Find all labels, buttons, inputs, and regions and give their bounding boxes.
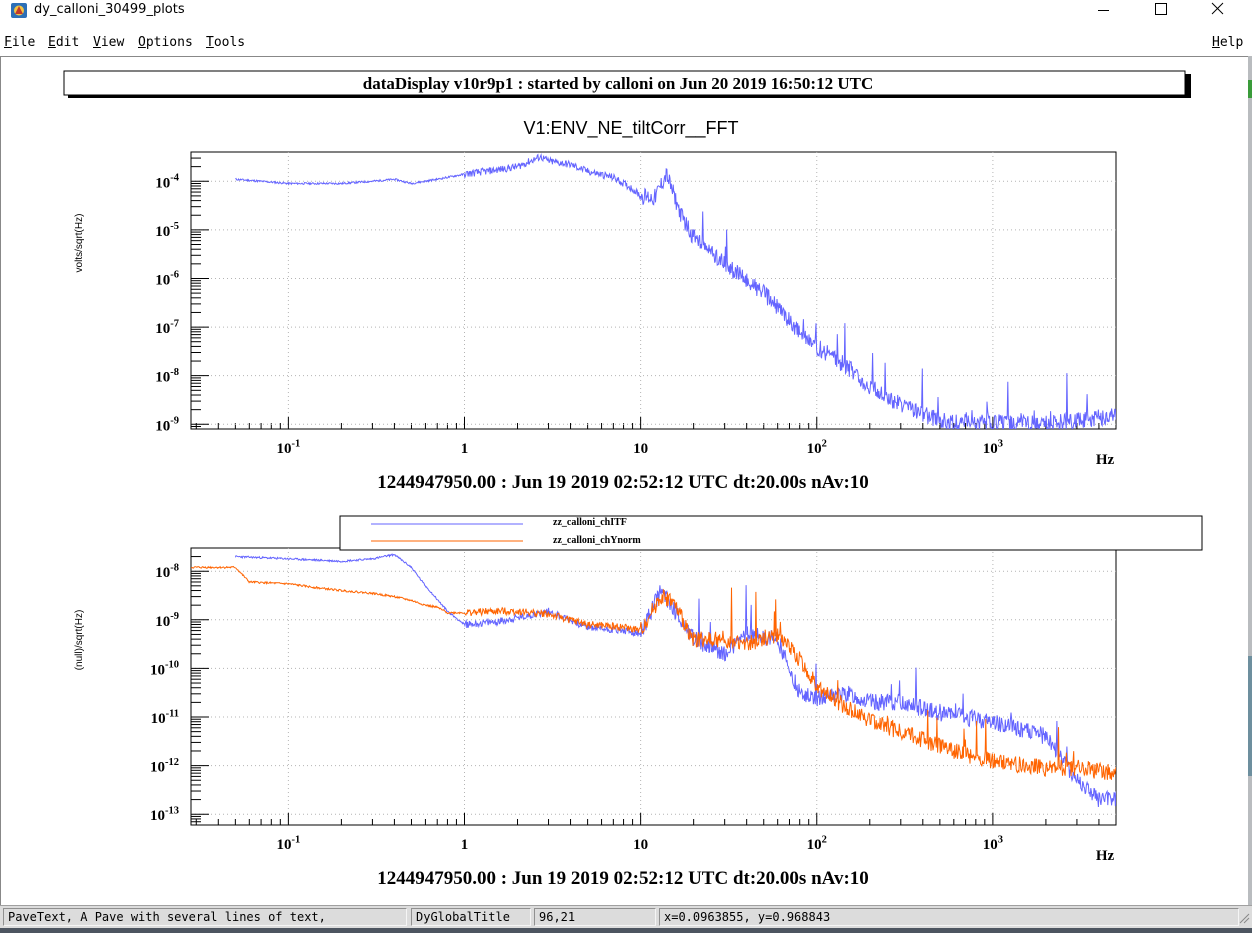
menu-edit[interactable]: Edit [48, 35, 80, 50]
status-object-info: PaveText, A Pave with several lines of t… [3, 908, 407, 926]
y-tick-label: 10-8 [155, 367, 179, 386]
plot1-title: V1:ENV_NE_tiltCorr__FFT [523, 118, 738, 139]
y-tick-label: 10-5 [155, 221, 179, 240]
plot2-xlabel: Hz [1096, 848, 1115, 864]
plot2-ylabel: (null)/sqrt(Hz) [74, 610, 85, 671]
menu-bar: File Edit View Options Tools Help [0, 31, 1252, 55]
plot2-subtitle: 1244947950.00 : Jun 19 2019 02:52:12 UTC… [377, 868, 869, 889]
close-button[interactable] [1194, 0, 1240, 21]
right-edge-strip [1248, 56, 1252, 906]
series-line-s0 [235, 152, 1116, 429]
y-tick-label: 10-10 [150, 660, 179, 679]
status-coords: x=0.0963855, y=0.968843 [659, 908, 1239, 926]
menu-view[interactable]: View [93, 35, 125, 50]
y-tick-label: 10-9 [155, 416, 179, 435]
x-tick-label: 10 [633, 441, 648, 457]
menu-help[interactable]: Help [1212, 35, 1244, 50]
minimize-button[interactable] [1080, 0, 1126, 21]
y-tick-label: 10-11 [151, 708, 179, 727]
x-tick-label: 102 [807, 438, 827, 457]
minimize-icon [1098, 10, 1109, 11]
global-title-box[interactable] [63, 70, 1186, 96]
y-tick-label: 10-6 [155, 270, 179, 289]
plot1-ylabel: volts/sqrt(Hz) [74, 214, 85, 273]
window-titlebar: dy_calloni_30499_plots [0, 0, 1252, 21]
x-tick-label: 10 [633, 837, 648, 853]
status-bar: PaveText, A Pave with several lines of t… [0, 905, 1252, 928]
plot-frame [190, 547, 1117, 826]
plot1-xlabel: Hz [1096, 452, 1115, 468]
y-tick-label: 10-4 [155, 173, 179, 192]
series-line-zz_calloni_chITF [234, 553, 1116, 808]
legend-label-chYnorm: zz_calloni_chYnorm [553, 535, 641, 546]
plot1-subtitle: 1244947950.00 : Jun 19 2019 02:52:12 UTC… [377, 472, 869, 493]
close-icon [1211, 2, 1224, 15]
maximize-button[interactable] [1137, 0, 1183, 21]
menu-options[interactable]: Options [138, 35, 193, 50]
plot2-area: 10-1 1 10 102 10310-1310-1210-1110-1010-910-… [150, 547, 1117, 853]
window-title: dy_calloni_30499_plots [34, 2, 185, 17]
y-tick-label: 10-9 [155, 611, 179, 630]
root-app-icon [11, 3, 27, 18]
status-pixel: 96,21 [534, 908, 656, 926]
x-tick-label: 10-1 [276, 438, 300, 457]
canvas-frame [0, 56, 1249, 905]
x-tick-label: 1 [461, 441, 469, 457]
plot-canvas[interactable]: dataDisplay v10r9p1 : started by calloni… [1, 57, 1249, 905]
global-title: dataDisplay v10r9p1 : started by calloni… [363, 74, 874, 93]
y-tick-label: 10-13 [150, 805, 179, 824]
menu-file[interactable]: File [4, 35, 36, 50]
series-line-zz_calloni_chYnorm [191, 565, 1116, 780]
status-object-name: DyGlobalTitle [411, 908, 531, 926]
plot1-area: 10-1 1 10 102 103 10-9 10-8 10-7 10-6 10-5 10-4 [155, 151, 1117, 457]
plot-frame [190, 151, 1117, 430]
y-tick-label: 10-7 [155, 318, 179, 337]
x-tick-label: 103 [983, 834, 1003, 853]
maximize-icon [1155, 3, 1167, 15]
legend-label-chITF: zz_calloni_chITF [553, 517, 627, 528]
x-tick-label: 102 [807, 834, 827, 853]
resize-grip-icon[interactable] [1238, 912, 1250, 924]
x-tick-label: 1 [461, 837, 469, 853]
plot2-legend[interactable]: zz_calloni_chITF zz_calloni_chYnorm [339, 515, 1203, 551]
y-tick-label: 10-12 [150, 757, 179, 776]
x-tick-label: 10-1 [276, 834, 300, 853]
menu-tools[interactable]: Tools [206, 35, 246, 50]
x-tick-label: 103 [983, 438, 1003, 457]
y-tick-label: 10-8 [155, 562, 179, 581]
taskbar-strip [0, 928, 1252, 933]
